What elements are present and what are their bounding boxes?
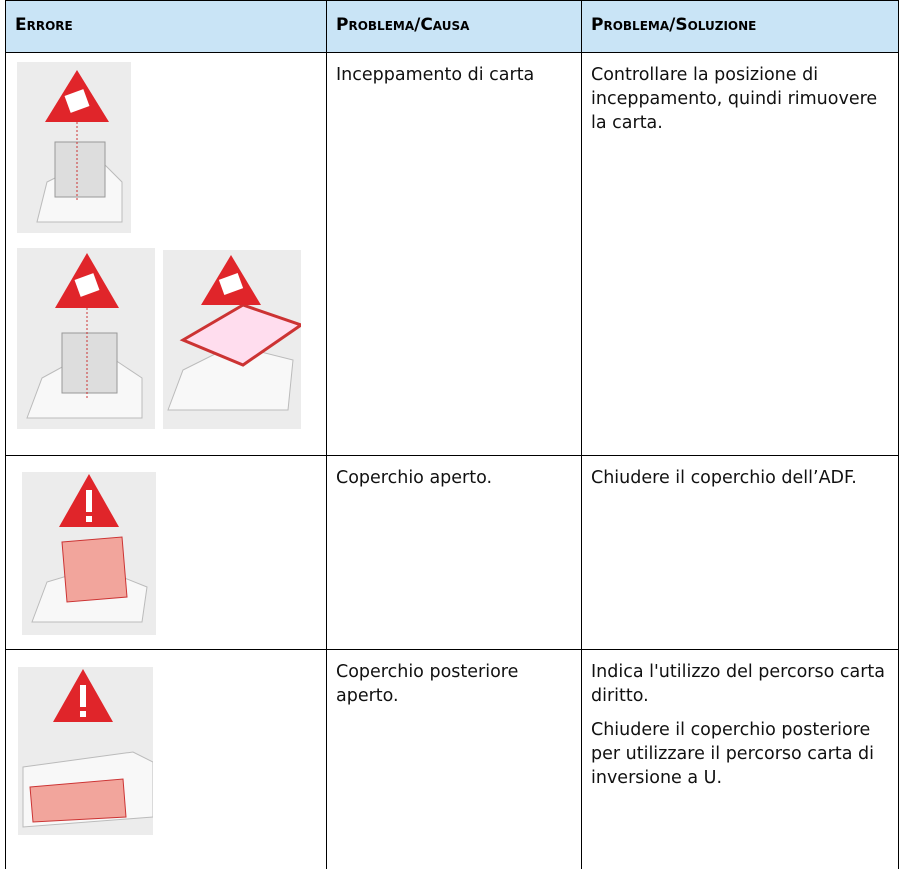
paper-jam-icon xyxy=(17,62,131,233)
paper-jam-icon xyxy=(17,248,155,429)
cause-cell: Coperchio aperto. xyxy=(326,455,582,650)
solution-cell: Indica l'utilizzo del percorso carta dir… xyxy=(581,649,899,869)
solution-cell: Chiudere il coperchio dell’ADF. xyxy=(581,455,899,650)
solution-text: Indica l'utilizzo del percorso carta dir… xyxy=(591,662,886,706)
cause-cell: Coperchio posteriore aperto. xyxy=(326,649,582,869)
header-cell: Errore xyxy=(5,0,327,53)
rear-cover-icon xyxy=(18,667,153,835)
solution-text: Controllare la posizione di inceppamento… xyxy=(591,65,878,133)
solution-text: Chiudere il coperchio posteriore per uti… xyxy=(591,720,874,788)
header-cell: Problema/Soluzione xyxy=(581,0,899,53)
paper-jam-icon xyxy=(163,250,301,429)
header-cell: Problema/Causa xyxy=(326,0,582,53)
solution-text: Chiudere il coperchio dell’ADF. xyxy=(591,468,857,488)
cover-open-icon xyxy=(22,472,156,635)
solution-cell: Controllare la posizione di inceppamento… xyxy=(581,52,899,456)
cause-cell: Inceppamento di carta xyxy=(326,52,582,456)
